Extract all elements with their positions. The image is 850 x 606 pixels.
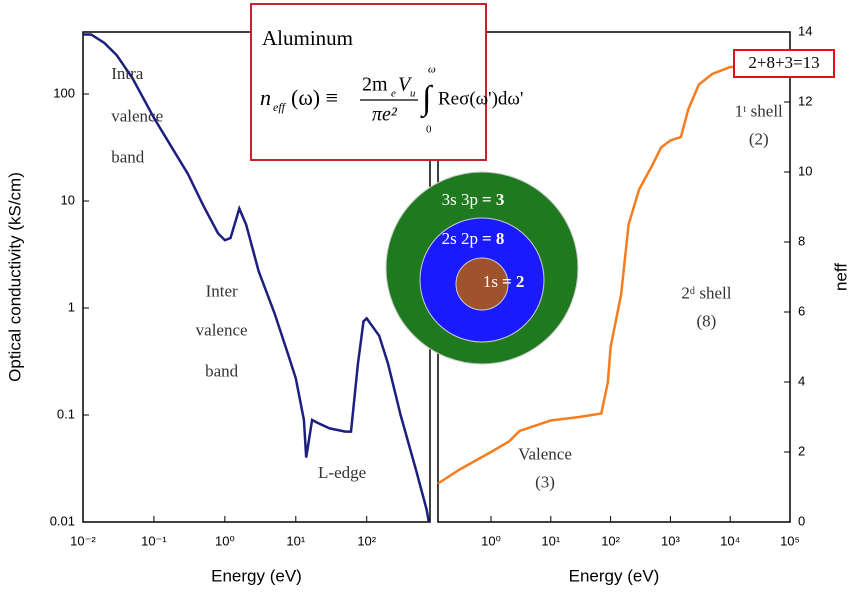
- y-tick-label: 6: [798, 303, 805, 318]
- annotation: valence: [196, 321, 248, 340]
- formula-text: (ω) ≡: [291, 85, 338, 110]
- y-tick-label: 1: [68, 299, 75, 314]
- y-tick-label: 12: [798, 93, 812, 108]
- annotation: 1ᵗ shell: [735, 101, 783, 120]
- y-tick-label: 0.1: [57, 406, 75, 421]
- annotation: (8): [696, 311, 716, 330]
- boxed-label: 2+8+3=13: [748, 53, 819, 72]
- x-axis-label: Energy (eV): [569, 566, 660, 585]
- formula-box: Aluminum n eff (ω) ≡ 2m e V u πe² ∫ ω 0 …: [251, 4, 523, 160]
- annotation: (3): [535, 472, 555, 491]
- x-tick-label: 10²: [357, 533, 376, 548]
- formula-title: Aluminum: [262, 26, 353, 50]
- formula-text: Reσ(ω')dω': [438, 88, 523, 109]
- formula-text: 2m: [362, 74, 388, 96]
- y-tick-label: 10: [798, 163, 812, 178]
- y-tick-label: 10: [61, 192, 75, 207]
- y-tick-label: 8: [798, 233, 805, 248]
- annotation: Intra: [111, 64, 144, 83]
- formula-text: 0: [426, 124, 432, 136]
- y-axis-label: neff: [831, 263, 850, 291]
- annotation: band: [205, 361, 239, 380]
- shell-count: = 3: [482, 190, 504, 209]
- x-tick-label: 10⁵: [780, 533, 800, 548]
- y-tick-label: 0: [798, 513, 805, 528]
- x-tick-label: 10¹: [286, 533, 305, 548]
- formula-text: ω: [428, 64, 436, 76]
- y-tick-label: 4: [798, 373, 805, 388]
- shell-count: = 2: [502, 272, 524, 291]
- formula-text: πe²: [372, 104, 398, 126]
- shell-diagram: 3s 3p = 3 2s 2p = 8 1s = 2: [386, 172, 578, 364]
- y-tick-label: 2: [798, 443, 805, 458]
- x-tick-label: 10⁰: [481, 533, 501, 548]
- annotation: Inter: [206, 281, 238, 300]
- figure: 10⁻²10⁻¹10⁰10¹10²0.010.1110100Energy (eV…: [0, 0, 850, 606]
- x-tick-label: 10⁴: [720, 533, 740, 548]
- x-tick-label: 10²: [601, 533, 620, 548]
- y-axis-label: Optical conductivity (kS/cm): [5, 172, 24, 382]
- shell-label: 3s 3p: [442, 190, 478, 209]
- shell-label: 1s: [483, 272, 498, 291]
- y-tick-label: 0.01: [50, 513, 75, 528]
- x-tick-label: 10⁰: [215, 533, 235, 548]
- shell-count: = 8: [482, 229, 504, 248]
- annotation: (2): [749, 129, 769, 148]
- x-axis-label: Energy (eV): [211, 566, 302, 585]
- x-tick-label: 10⁻²: [70, 533, 96, 548]
- x-tick-label: 10³: [661, 533, 680, 548]
- annotation: band: [111, 147, 145, 166]
- formula-text: e: [391, 88, 396, 100]
- formula-text: eff: [273, 100, 287, 114]
- annotation: Valence: [518, 444, 572, 463]
- x-tick-label: 10¹: [541, 533, 560, 548]
- annotation: 2ᵈ shell: [681, 283, 731, 302]
- formula-text: n: [260, 85, 271, 110]
- annotation: L-edge: [318, 463, 366, 482]
- formula-text: u: [410, 88, 416, 100]
- y-tick-label: 14: [798, 23, 812, 38]
- y-tick-label: 100: [53, 85, 75, 100]
- annotation: valence: [111, 107, 163, 126]
- shell-label: 2s 2p: [442, 229, 478, 248]
- x-tick-label: 10⁻¹: [141, 533, 167, 548]
